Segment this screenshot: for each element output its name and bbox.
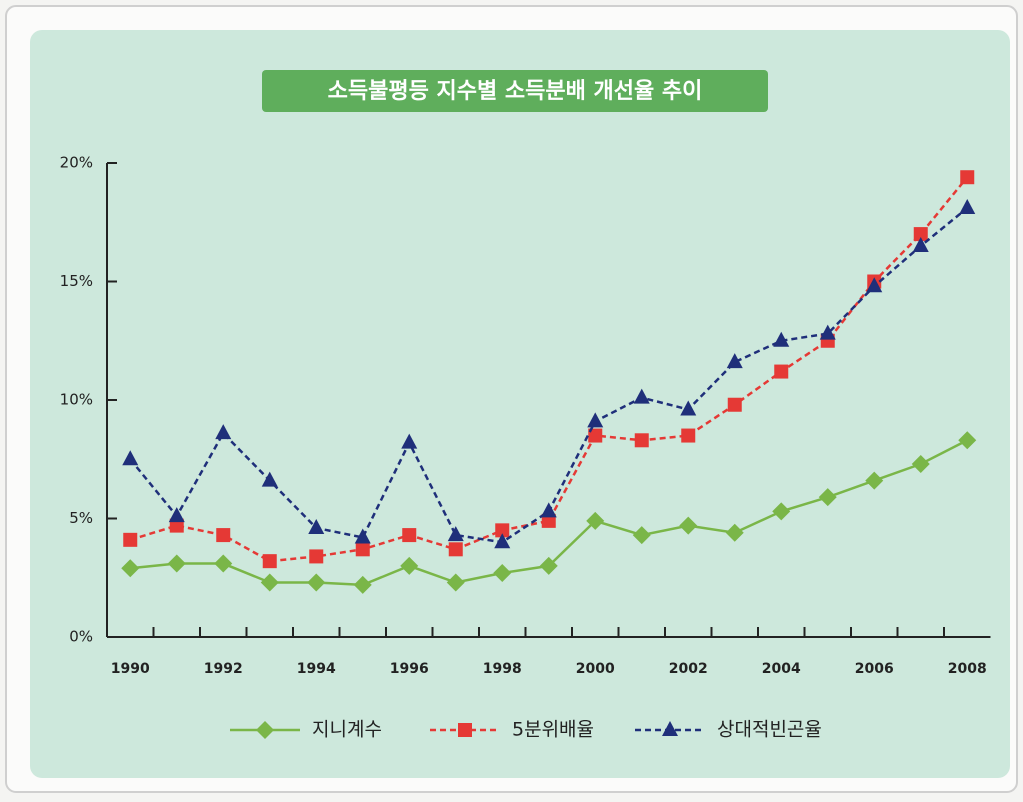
marker <box>447 526 464 542</box>
marker <box>448 542 463 557</box>
x-tick-label: 1994 <box>297 661 336 677</box>
marker <box>307 573 326 592</box>
marker <box>912 236 929 252</box>
marker <box>958 431 977 450</box>
marker <box>308 518 325 534</box>
marker <box>911 454 930 473</box>
marker <box>122 450 139 466</box>
marker <box>400 556 419 575</box>
marker <box>167 554 186 573</box>
marker <box>494 533 511 549</box>
title-box <box>262 70 768 112</box>
marker <box>355 542 370 557</box>
x-tick-label: 2000 <box>576 661 615 677</box>
marker <box>725 523 744 542</box>
x-tick-label: 2006 <box>855 661 894 677</box>
marker <box>402 528 417 543</box>
marker <box>772 502 791 521</box>
marker <box>634 433 649 448</box>
marker <box>401 433 418 449</box>
marker <box>587 412 604 428</box>
marker <box>353 575 372 594</box>
marker <box>866 277 883 293</box>
marker <box>262 554 277 569</box>
marker <box>681 428 696 443</box>
marker <box>774 364 789 379</box>
marker <box>819 324 836 340</box>
marker <box>586 511 605 530</box>
legend-label: 상대적빈곤율 <box>717 719 822 741</box>
marker <box>260 573 279 592</box>
y-tick-label: 5% <box>69 509 93 527</box>
x-tick-label: 2008 <box>948 661 987 677</box>
marker <box>632 526 651 545</box>
marker <box>680 400 697 416</box>
y-tick-label: 15% <box>60 272 93 290</box>
marker <box>168 507 185 523</box>
marker <box>540 502 557 518</box>
legend-label: 지니계수 <box>312 719 382 741</box>
x-tick-label: 1998 <box>483 661 522 677</box>
marker <box>495 523 510 538</box>
x-tick-label: 1990 <box>111 661 150 677</box>
marker <box>354 528 371 544</box>
chart-title: 소득불평등 지수별 소득분배 개선율 추이 <box>328 79 703 104</box>
marker <box>913 227 928 242</box>
marker <box>121 559 140 578</box>
marker <box>960 170 975 185</box>
marker <box>446 573 465 592</box>
x-tick-label: 2002 <box>669 661 708 677</box>
panel <box>30 30 1010 778</box>
marker <box>773 331 790 347</box>
marker <box>493 564 512 583</box>
marker <box>215 424 232 440</box>
marker <box>727 397 742 412</box>
x-tick-label: 1992 <box>204 661 243 677</box>
marker <box>123 532 138 547</box>
legend-marker <box>256 721 274 739</box>
legend-marker <box>662 721 678 736</box>
marker <box>726 353 743 369</box>
legend-label: 5분위배율 <box>512 719 594 741</box>
marker <box>959 199 976 215</box>
marker <box>633 388 650 404</box>
marker <box>216 528 231 543</box>
legend-marker <box>458 723 472 737</box>
marker <box>539 556 558 575</box>
marker <box>309 549 324 564</box>
marker <box>261 471 278 487</box>
marker <box>679 516 698 535</box>
marker <box>865 471 884 490</box>
x-tick-label: 2004 <box>762 661 801 677</box>
marker <box>818 488 837 507</box>
y-tick-label: 0% <box>69 628 93 646</box>
y-tick-label: 20% <box>60 154 93 172</box>
x-tick-label: 1996 <box>390 661 429 677</box>
marker <box>214 554 233 573</box>
marker <box>588 428 603 443</box>
y-tick-label: 10% <box>60 391 93 409</box>
